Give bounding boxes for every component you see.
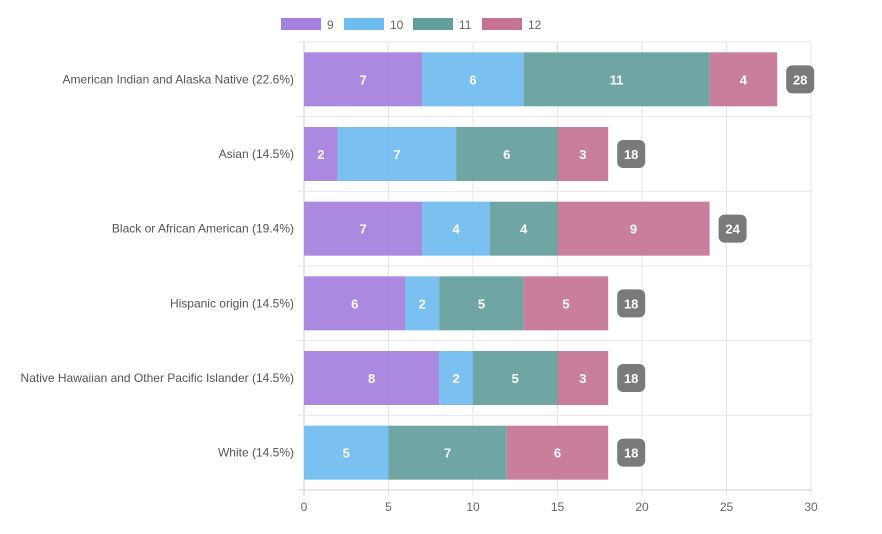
total-label: 18 — [624, 371, 638, 386]
total-label: 28 — [793, 72, 807, 87]
data-label: 7 — [360, 222, 367, 237]
data-label: 3 — [579, 371, 586, 386]
bar-segment-11 — [439, 276, 524, 331]
bar-segment-11 — [523, 52, 710, 107]
bar-segment-12 — [557, 351, 609, 405]
x-tick-label: 0 — [301, 500, 308, 514]
total-badge — [718, 214, 747, 243]
x-tick-label: 25 — [720, 500, 734, 514]
data-label: 5 — [478, 296, 485, 311]
bar-segment-9 — [304, 201, 423, 256]
data-label: 9 — [630, 222, 637, 237]
total-label: 18 — [624, 296, 638, 311]
total-label: 24 — [725, 222, 740, 237]
y-category-label: Black or African American (19.4%) — [112, 222, 294, 236]
data-label: 6 — [503, 147, 510, 162]
total-badge — [786, 65, 815, 94]
bar-segment-9 — [304, 351, 440, 405]
data-label: 2 — [317, 147, 324, 162]
data-label: 7 — [360, 72, 367, 87]
bar-segment-12 — [557, 201, 710, 256]
legend-swatch-10[interactable] — [344, 18, 384, 30]
legend-label-11[interactable]: 11 — [459, 18, 472, 32]
y-category-label: White (14.5%) — [218, 446, 294, 460]
data-label: 5 — [562, 296, 569, 311]
data-label: 4 — [520, 222, 528, 237]
bar-segment-9 — [304, 127, 338, 181]
bar-segment-9 — [304, 276, 406, 331]
data-label: 6 — [469, 72, 476, 87]
bar-segment-11 — [456, 127, 558, 181]
data-label: 2 — [452, 371, 459, 386]
bar-segment-10 — [304, 425, 389, 480]
data-label: 6 — [351, 296, 358, 311]
legend-label-10[interactable]: 10 — [390, 18, 404, 32]
data-label: 5 — [512, 371, 519, 386]
bar-segment-11 — [489, 201, 558, 256]
data-label: 11 — [610, 72, 624, 87]
data-label: 5 — [343, 446, 350, 461]
data-label: 3 — [579, 147, 586, 162]
x-tick-label: 5 — [385, 500, 392, 514]
bar-segment-12 — [506, 425, 609, 480]
data-label: 4 — [452, 222, 460, 237]
legend-swatch-11[interactable] — [413, 18, 453, 30]
bar-segment-10 — [337, 127, 457, 181]
data-label: 4 — [740, 72, 748, 87]
x-tick-label: 20 — [635, 500, 649, 514]
data-label: 7 — [393, 147, 400, 162]
bar-segment-10 — [422, 52, 524, 107]
y-category-label: American Indian and Alaska Native (22.6%… — [63, 72, 294, 86]
bar-segment-12 — [557, 127, 609, 181]
legend-label-12[interactable]: 12 — [528, 18, 542, 32]
y-category-label: Hispanic origin (14.5%) — [170, 296, 294, 310]
total-badge — [617, 140, 646, 168]
bar-segment-11 — [473, 351, 558, 405]
total-badge — [617, 438, 646, 467]
bar-segment-9 — [304, 52, 423, 107]
x-tick-label: 30 — [804, 500, 818, 514]
total-badge — [617, 364, 646, 392]
legend-swatch-12[interactable] — [482, 18, 522, 30]
data-label: 6 — [554, 446, 561, 461]
bar-segment-11 — [388, 425, 507, 480]
bar-segment-10 — [405, 276, 440, 331]
legend-swatch-9[interactable] — [281, 18, 321, 30]
bar-segment-12 — [523, 276, 609, 331]
y-category-label: Asian (14.5%) — [219, 147, 294, 161]
x-tick-label: 15 — [551, 500, 565, 514]
y-category-label: Native Hawaiian and Other Pacific Island… — [21, 371, 294, 385]
data-label: 2 — [419, 296, 426, 311]
legend-label-9[interactable]: 9 — [327, 18, 334, 32]
total-label: 18 — [624, 147, 638, 162]
x-tick-label: 10 — [466, 500, 480, 514]
bar-segment-10 — [422, 201, 490, 256]
total-badge — [617, 289, 646, 318]
data-label: 8 — [368, 371, 375, 386]
total-label: 18 — [624, 446, 638, 461]
data-label: 7 — [444, 446, 451, 461]
bar-segment-10 — [439, 351, 473, 405]
bar-segment-12 — [709, 52, 778, 107]
